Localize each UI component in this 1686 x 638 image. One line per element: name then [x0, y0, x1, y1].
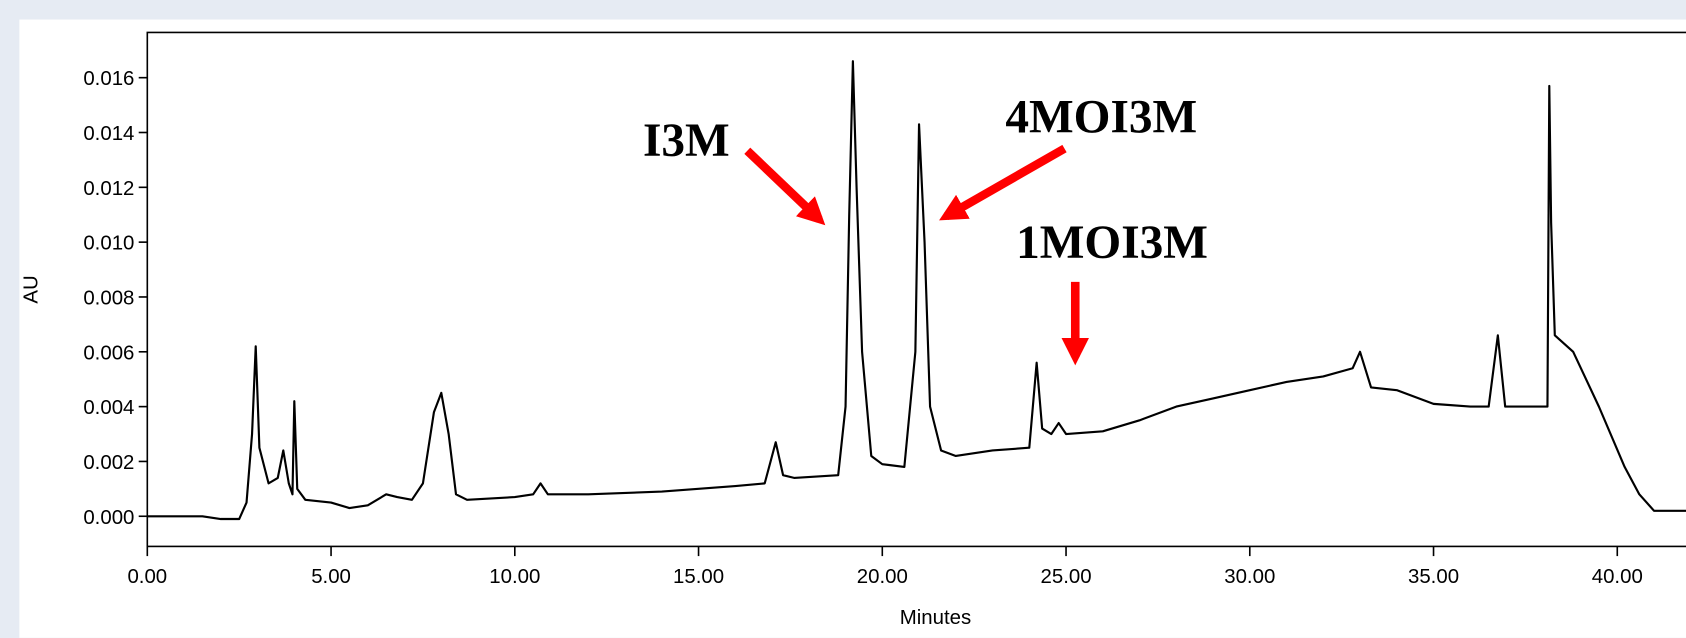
y-tick-label: 0.016 — [83, 68, 134, 90]
y-tick-label: 0.014 — [83, 123, 134, 145]
annotation: 4MOI3M — [1005, 91, 1197, 143]
annotation: 1MOI3M — [1016, 217, 1208, 269]
panel — [19, 19, 1686, 638]
x-tick-label: 15.00 — [673, 566, 724, 588]
annotation: I3M — [643, 115, 730, 167]
y-axis-label: AU — [21, 275, 43, 303]
x-tick-label: 35.00 — [1408, 566, 1459, 588]
plot-frame — [146, 31, 1686, 548]
arrow — [744, 147, 826, 226]
x-tick-label: 20.00 — [857, 566, 908, 588]
x-tick-label: 10.00 — [489, 566, 540, 588]
x-tick-label: 40.00 — [1592, 566, 1643, 588]
y-tick-label: 0.012 — [83, 178, 134, 200]
y-tick-label: 0.008 — [83, 287, 134, 309]
x-tick-label: 0.00 — [127, 566, 167, 588]
x-tick-label: 5.00 — [311, 566, 351, 588]
x-tick-label: 25.00 — [1041, 566, 1092, 588]
y-tick-label: 0.000 — [83, 507, 134, 529]
chromatogram-line — [147, 60, 1686, 521]
arrow — [939, 144, 1067, 221]
y-tick-label: 0.004 — [83, 397, 134, 419]
x-tick-label: 30.00 — [1224, 566, 1275, 588]
x-axis-label: Minutes — [900, 607, 971, 629]
y-tick-label: 0.010 — [83, 233, 134, 255]
y-tick-label: 0.002 — [83, 452, 134, 474]
y-tick-label: 0.006 — [83, 342, 134, 364]
